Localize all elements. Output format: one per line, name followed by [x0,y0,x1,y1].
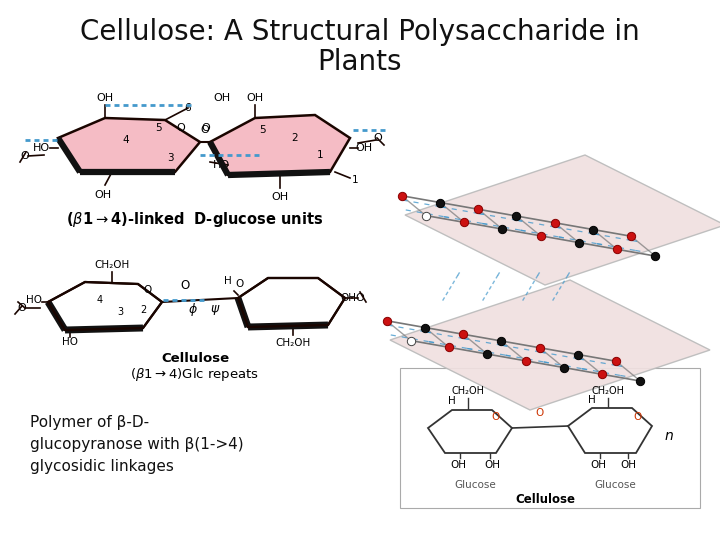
Text: 1: 1 [317,150,323,160]
Text: H: H [588,395,596,405]
Text: O: O [492,412,500,422]
Polygon shape [568,408,652,453]
Text: 3: 3 [117,307,123,317]
Text: 6: 6 [185,103,192,113]
Text: OH: OH [450,460,466,470]
Text: HO: HO [62,337,78,347]
Text: 4: 4 [97,295,103,305]
Text: 2: 2 [292,133,298,143]
Text: OH: OH [590,460,606,470]
Text: O: O [176,123,185,133]
FancyBboxPatch shape [400,368,700,508]
Text: O: O [17,303,27,313]
Text: 3: 3 [167,153,174,163]
Text: 2: 2 [140,305,146,315]
Text: O: O [374,133,382,143]
Text: ($\beta$1$\rightarrow$4)Glc repeats: ($\beta$1$\rightarrow$4)Glc repeats [130,366,259,383]
Text: O: O [144,285,152,295]
Text: OH: OH [213,93,230,103]
Text: CH₂OH: CH₂OH [451,386,485,396]
Text: $\psi$: $\psi$ [210,303,220,317]
Text: H: H [224,276,232,286]
Polygon shape [390,280,710,410]
Text: OH: OH [484,460,500,470]
Text: n: n [665,429,674,443]
Text: CH₂OH: CH₂OH [592,386,624,396]
Text: O: O [356,293,364,303]
Text: O: O [201,125,210,135]
Polygon shape [58,118,200,172]
Text: HO: HO [26,295,42,305]
Text: CH₂OH: CH₂OH [275,338,310,348]
Polygon shape [210,115,350,175]
Text: HO: HO [33,143,50,153]
Text: O: O [21,151,30,161]
Polygon shape [405,155,720,285]
Text: O: O [181,279,189,292]
Text: HO: HO [213,160,230,170]
Text: Cellulose: Cellulose [515,493,575,506]
Text: H: H [448,396,456,406]
Text: OH: OH [271,192,289,202]
Text: OH: OH [246,93,264,103]
Text: OH: OH [340,293,356,303]
Text: 1: 1 [352,175,359,185]
Text: OH: OH [355,143,372,153]
Polygon shape [428,410,512,453]
Text: 5: 5 [155,123,161,133]
Text: ($\beta$1$\rightarrow$4)-linked  D-glucose units: ($\beta$1$\rightarrow$4)-linked D-glucos… [66,210,323,229]
Text: CH₂OH: CH₂OH [94,260,130,270]
Text: Cellulose: A Structural Polysaccharide in: Cellulose: A Structural Polysaccharide i… [80,18,640,46]
Text: Plants: Plants [318,48,402,76]
Polygon shape [238,278,345,327]
Text: O: O [633,412,641,422]
Text: Cellulose: Cellulose [161,352,229,365]
Text: OH: OH [96,93,114,103]
Text: Glucose: Glucose [454,480,496,490]
Text: OH: OH [620,460,636,470]
Text: 4: 4 [122,135,130,145]
Text: 5: 5 [258,125,265,135]
Text: O: O [235,279,243,289]
Text: O: O [536,408,544,418]
Text: O: O [202,123,210,133]
Text: Glucose: Glucose [594,480,636,490]
Text: $\phi$: $\phi$ [188,301,198,319]
Text: OH: OH [94,190,112,200]
Text: Polymer of β-D-
glucopyranose with β(1->4)
glycosidic linkages: Polymer of β-D- glucopyranose with β(1->… [30,415,243,475]
Polygon shape [48,282,162,330]
